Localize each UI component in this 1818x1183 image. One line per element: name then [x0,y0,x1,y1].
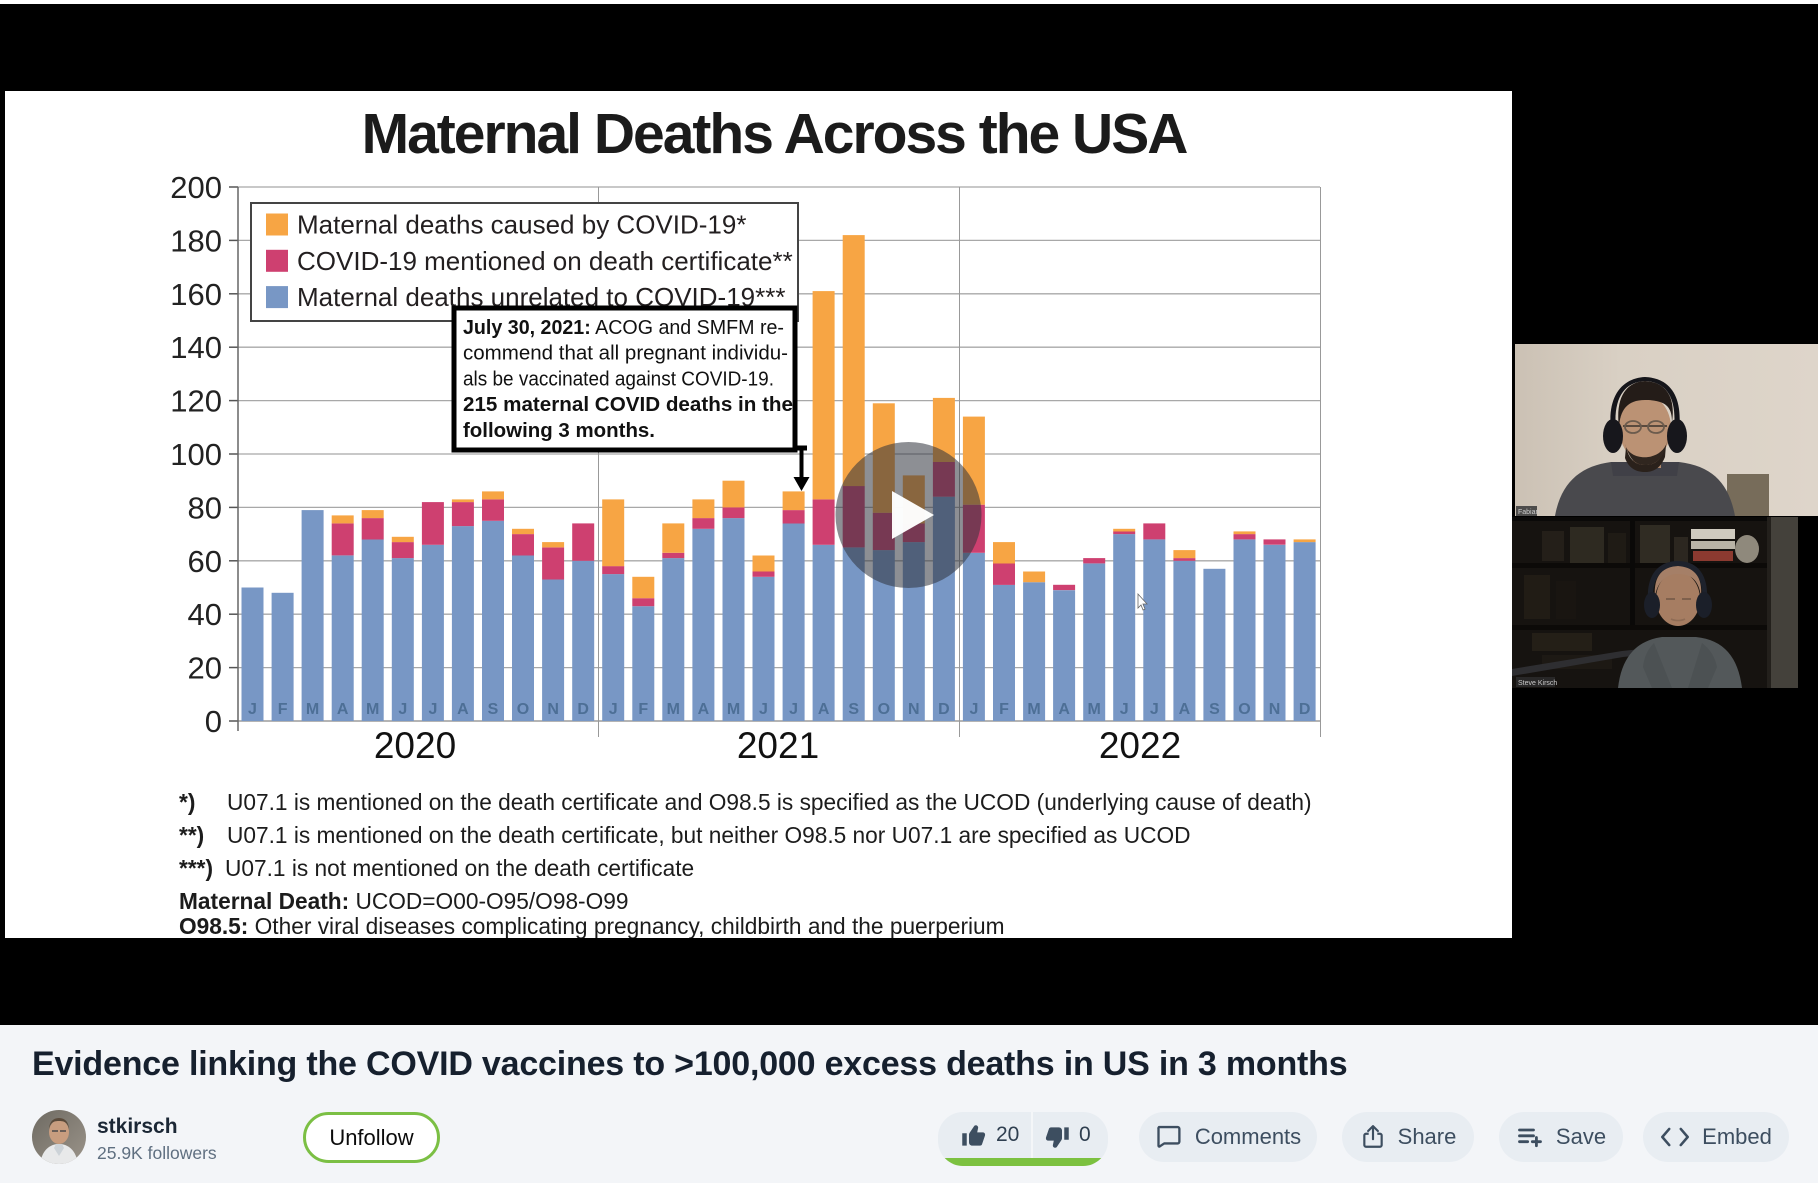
svg-text:J: J [969,701,978,718]
svg-text:J: J [609,701,618,718]
svg-text:Steve Kirsch: Steve Kirsch [1518,680,1557,687]
svg-text:60: 60 [188,544,222,579]
svg-text:M: M [667,701,680,718]
svg-text:215 maternal COVID deaths in t: 215 maternal COVID deaths in the [463,393,793,416]
svg-text:**): **) [179,822,204,848]
svg-text:O: O [878,701,890,718]
svg-text:COVID-19 mentioned on death ce: COVID-19 mentioned on death certificate*… [297,246,793,276]
svg-text:A: A [1179,701,1191,718]
svg-text:M: M [727,701,740,718]
svg-text:N: N [1269,701,1281,718]
svg-text:***): ***) [179,855,213,881]
svg-text:F: F [638,701,648,718]
svg-text:A: A [457,701,469,718]
svg-text:40: 40 [188,597,222,632]
svg-text:M: M [1027,701,1040,718]
svg-text:M: M [306,701,319,718]
svg-text:M: M [1088,701,1101,718]
svg-text:120: 120 [170,384,222,419]
svg-text:J: J [248,701,257,718]
svg-text:D: D [577,701,589,718]
svg-text:July 30, 2021: ACOG and SMFM: July 30, 2021: ACOG and SMFM re- [463,316,784,339]
svg-text:J: J [759,701,768,718]
svg-text:J: J [428,701,437,718]
svg-text:S: S [488,701,499,718]
svg-text:80: 80 [188,490,222,525]
svg-text:N: N [908,701,920,718]
svg-text:160: 160 [170,277,222,312]
svg-text:S: S [1209,701,1220,718]
svg-text:A: A [698,701,710,718]
svg-text:J: J [1120,701,1129,718]
svg-text:N: N [547,701,559,718]
svg-text:100: 100 [170,437,222,472]
svg-text:J: J [398,701,407,718]
svg-text:Maternal Deaths Across the USA: Maternal Deaths Across the USA [362,102,1188,166]
svg-text:Fabian: Fabian [1518,509,1540,516]
svg-text:20: 20 [188,651,222,686]
svg-text:Maternal Death: UCOD=O00-O95/O: Maternal Death: UCOD=O00-O95/O98-O99 [179,888,629,914]
svg-text:F: F [999,701,1009,718]
svg-text:U07.1 is mentioned on the deat: U07.1 is mentioned on the death certific… [227,789,1312,815]
svg-text:A: A [818,701,830,718]
svg-text:A: A [1058,701,1070,718]
svg-text:2021: 2021 [737,725,819,766]
svg-text:U07.1 is not mentioned on the: U07.1 is not mentioned on the death cert… [225,855,694,881]
svg-text:commend that all pregnant indi: commend that all pregnant individu- [463,342,788,365]
svg-text:J: J [789,701,798,718]
svg-text:2022: 2022 [1099,725,1181,766]
svg-text:S: S [848,701,859,718]
svg-text:D: D [938,701,950,718]
svg-text:Maternal deaths caused by COVI: Maternal deaths caused by COVID-19* [297,210,746,240]
svg-text:O98.5: Other viral diseases co: O98.5: Other viral diseases complicating… [179,913,1005,938]
svg-text:als be vaccinated against COVI: als be vaccinated against COVID-19. [463,367,774,390]
svg-text:M: M [366,701,379,718]
svg-text:D: D [1299,701,1311,718]
svg-text:A: A [337,701,349,718]
svg-text:O: O [1238,701,1250,718]
svg-text:O: O [517,701,529,718]
svg-text:140: 140 [170,330,222,365]
svg-text:2020: 2020 [374,725,456,766]
svg-text:0: 0 [205,704,222,739]
svg-text:F: F [278,701,288,718]
svg-text:180: 180 [170,223,222,258]
svg-text:*): *) [179,789,195,815]
svg-text:J: J [1150,701,1159,718]
svg-text:U07.1 is mentioned on the deat: U07.1 is mentioned on the death certific… [227,822,1191,848]
svg-text:200: 200 [170,170,222,205]
svg-text:following 3 months.: following 3 months. [463,419,655,442]
